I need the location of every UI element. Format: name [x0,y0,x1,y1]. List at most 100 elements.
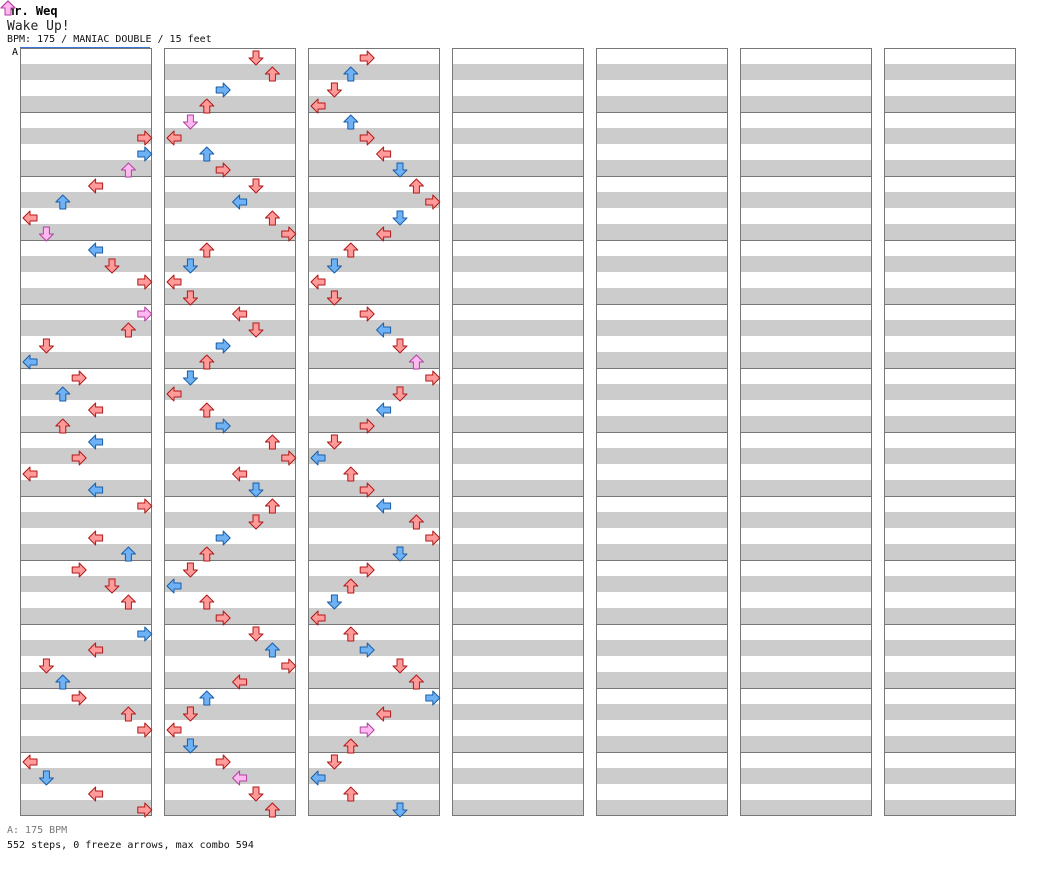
section-line [20,47,150,48]
arrow-down-icon [182,258,198,274]
arrow-up-icon [55,418,71,434]
step-note [55,386,71,402]
beat-stripe [740,416,872,432]
arrow-down-icon [326,258,342,274]
beat-stripe [164,352,296,368]
step-note [343,114,359,130]
arrow-right-icon [137,802,153,818]
arrow-down-icon [248,626,264,642]
beat-stripe [596,480,728,496]
beat-stripe [20,512,152,528]
step-note [264,802,280,818]
step-note [199,242,215,258]
arrow-down-icon [182,706,198,722]
beat-stripe [164,128,296,144]
step-note [120,706,136,722]
arrow-up-icon [120,594,136,610]
arrow-down-icon [326,290,342,306]
step-note [359,562,375,578]
arrow-left-icon [88,178,104,194]
beat-stripe [164,768,296,784]
beat-stripe [20,96,152,112]
beat-stripe [164,512,296,528]
beat-stripe [308,448,440,464]
beat-stripe [308,608,440,624]
beat-stripe [452,320,584,336]
arrow-left-icon [166,274,182,290]
column-border [740,48,872,816]
step-note [326,258,342,274]
step-note [104,578,120,594]
step-note [22,354,38,370]
beat-stripe [740,384,872,400]
beat-stripe [164,800,296,816]
arrow-up-icon [55,386,71,402]
step-note [248,482,264,498]
beat-stripe [452,64,584,80]
step-note [0,0,16,16]
beat-stripe [740,672,872,688]
step-note [199,354,215,370]
step-note [215,338,231,354]
step-note [182,738,198,754]
step-note [199,594,215,610]
step-note [392,546,408,562]
beat-stripe [164,320,296,336]
beat-stripe [308,64,440,80]
step-note [182,114,198,130]
beat-stripe [20,704,152,720]
arrow-right-icon [359,306,375,322]
step-note [359,722,375,738]
beat-stripe [596,64,728,80]
arrow-up-icon [264,210,280,226]
arrow-right-icon [71,370,87,386]
arrow-down-icon [182,114,198,130]
beat-stripe [740,544,872,560]
beat-stripe [164,192,296,208]
step-note [248,626,264,642]
arrow-up-icon [120,546,136,562]
step-note [425,530,441,546]
arrow-right-icon [359,418,375,434]
arrow-down-icon [182,370,198,386]
arrow-left-icon [166,386,182,402]
step-note [408,178,424,194]
arrow-left-icon [232,306,248,322]
step-note [310,610,326,626]
beat-stripe [452,512,584,528]
step-note [376,498,392,514]
beat-stripe [20,768,152,784]
beat-stripe [884,192,1016,208]
beat-stripe [596,224,728,240]
beat-stripe [308,736,440,752]
beat-stripe [740,320,872,336]
arrow-down-icon [326,754,342,770]
beat-stripe [884,480,1016,496]
beat-stripe [740,224,872,240]
beat-stripe [164,672,296,688]
arrow-up-icon [120,706,136,722]
step-note [281,226,297,242]
chart-column [596,48,728,816]
arrow-right-icon [137,498,153,514]
beat-stripe [308,416,440,432]
beat-stripe [20,672,152,688]
arrow-right-icon [425,530,441,546]
step-note [137,130,153,146]
step-note [199,546,215,562]
step-note [264,210,280,226]
step-note [22,210,38,226]
arrow-down-icon [248,50,264,66]
arrow-up-icon [343,242,359,258]
arrow-left-icon [22,466,38,482]
beat-stripe [596,576,728,592]
step-note [343,466,359,482]
column-border [164,48,296,816]
arrow-right-icon [215,418,231,434]
arrow-right-icon [137,274,153,290]
arrow-left-icon [232,770,248,786]
step-note [264,66,280,82]
beat-stripe [884,352,1016,368]
arrow-left-icon [166,578,182,594]
step-note [392,162,408,178]
